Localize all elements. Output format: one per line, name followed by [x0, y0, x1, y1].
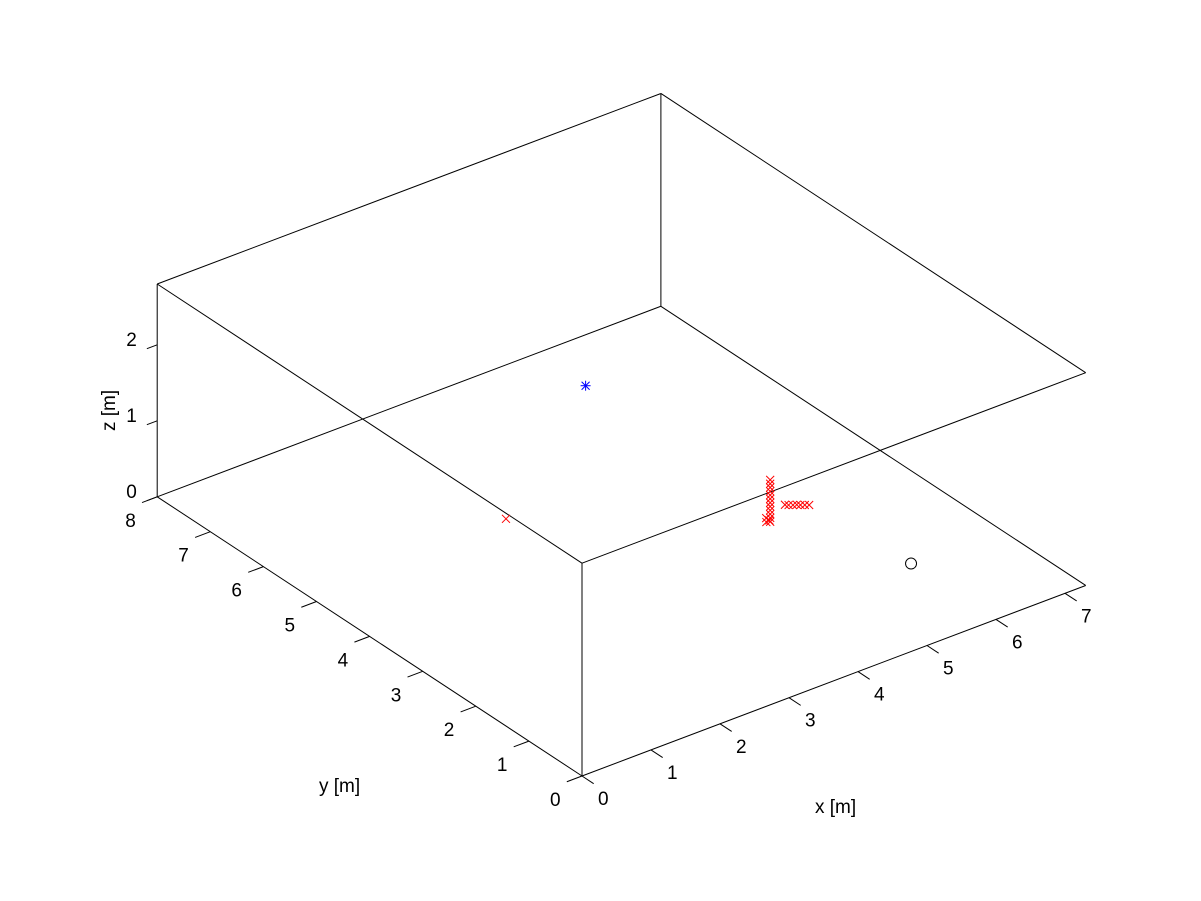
x-marker	[761, 513, 771, 523]
circle-marker	[905, 557, 918, 570]
y-tick	[460, 705, 476, 713]
x-tick	[995, 618, 1008, 628]
x-tick-label: 7	[1081, 606, 1092, 627]
x-tick	[1064, 592, 1077, 602]
x-axis-label: x [m]	[815, 797, 856, 818]
axis-ticks: 0 1 2 3 4 5 6 7 0 1 2 3 4 5 6 7 8 0 1 2	[125, 330, 1091, 811]
box-edge	[660, 305, 1086, 586]
x-marker	[765, 494, 775, 504]
x-marker	[796, 500, 805, 510]
y-tick-label: 6	[231, 581, 242, 602]
z-tick	[146, 344, 158, 350]
y-tick	[194, 531, 211, 538]
x-marker	[765, 483, 775, 492]
y-tick	[513, 740, 530, 748]
x-tick	[926, 645, 939, 654]
y-tick	[248, 566, 264, 573]
x-tick-label: 5	[943, 659, 954, 680]
y-axis-label: y [m]	[319, 776, 360, 797]
x-marker	[765, 490, 775, 500]
y-tick	[407, 670, 423, 678]
x-tick-label: 0	[598, 789, 609, 810]
box-edge	[157, 93, 662, 285]
x-tick	[719, 723, 732, 732]
y-tick	[566, 775, 583, 783]
x-marker	[784, 500, 793, 510]
x-tick-label: 2	[736, 737, 747, 758]
y-tick-label: 2	[444, 720, 455, 741]
x-marker	[800, 500, 810, 510]
y-tick-label: 7	[178, 546, 189, 567]
y-tick-label: 3	[391, 685, 402, 706]
y-tick	[354, 635, 370, 643]
x-marker	[765, 498, 775, 508]
x-tick-label: 4	[874, 685, 885, 706]
x-marker	[788, 500, 798, 510]
star-marker	[580, 380, 591, 391]
box-edge	[157, 305, 662, 498]
z-tick-label: 1	[126, 406, 137, 427]
x-tick	[650, 749, 663, 758]
x-tick	[581, 775, 594, 785]
x-marker	[765, 505, 775, 515]
box-edge	[660, 93, 1086, 374]
y-tick-label: 0	[550, 790, 561, 811]
y-tick	[301, 601, 317, 608]
x-marker	[780, 500, 790, 510]
x-marker	[765, 475, 775, 485]
z-axis-label: z [m]	[99, 390, 120, 431]
x-marker	[765, 479, 775, 489]
x-tick	[788, 697, 801, 706]
y-tick-label: 4	[338, 650, 349, 671]
box-edge	[581, 372, 1086, 564]
z-tick	[146, 420, 158, 426]
x-marker	[501, 514, 511, 524]
y-tick-label: 8	[125, 511, 136, 532]
x-marker	[792, 500, 802, 510]
x-tick	[857, 671, 870, 680]
x-tick-label: 3	[805, 711, 816, 732]
box-edge	[156, 283, 583, 564]
x-marker	[765, 502, 775, 511]
data-markers	[501, 380, 918, 570]
x-marker	[765, 486, 775, 496]
x-tick-label: 6	[1012, 632, 1023, 653]
y-tick-label: 5	[285, 616, 296, 637]
y-tick-label: 1	[497, 755, 508, 776]
x-tick-label: 1	[667, 763, 678, 784]
z-tick-label: 0	[126, 482, 137, 503]
z-tick-label: 2	[126, 330, 137, 351]
x-marker	[804, 500, 814, 510]
axes-box	[156, 93, 1086, 777]
box-edge	[581, 585, 1086, 777]
z-tick	[146, 496, 158, 502]
